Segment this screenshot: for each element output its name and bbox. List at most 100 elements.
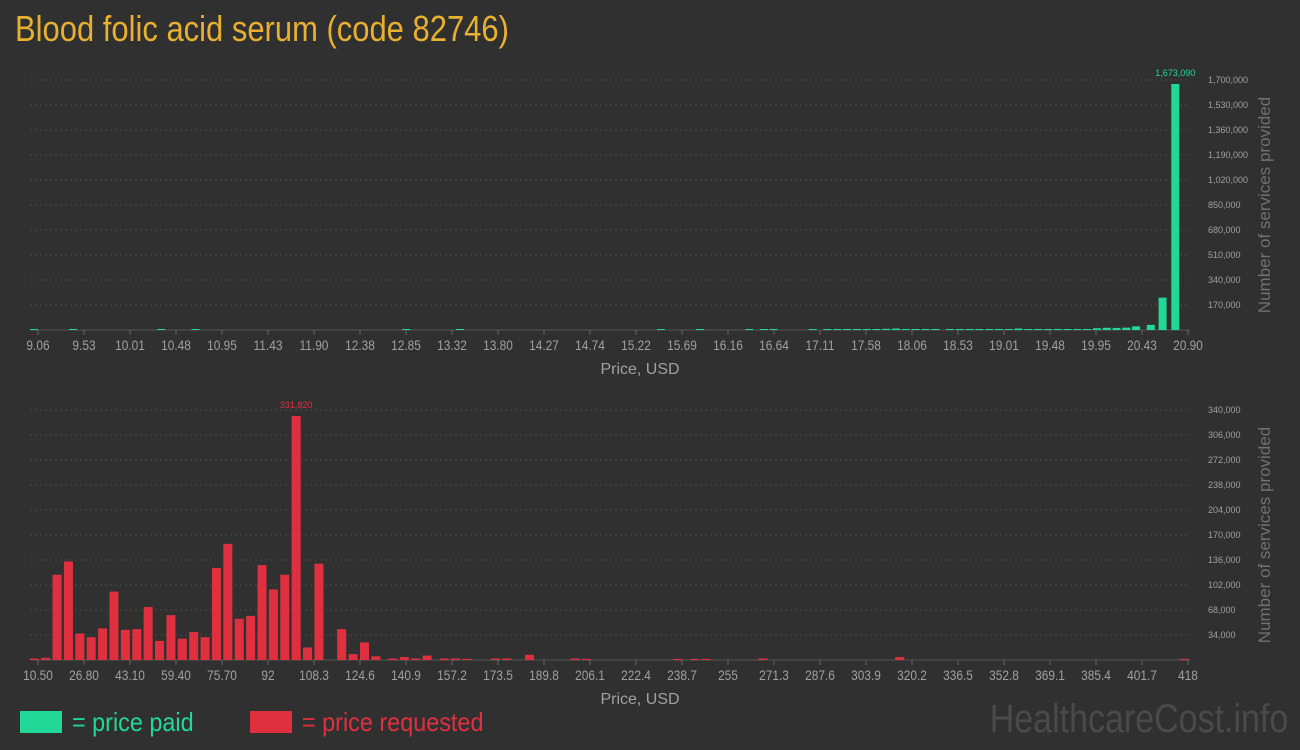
bar xyxy=(189,632,199,660)
bar xyxy=(673,658,683,660)
legend-requested-swatch xyxy=(250,711,292,733)
bar xyxy=(223,543,233,660)
bar xyxy=(1043,329,1052,330)
bar xyxy=(872,329,881,330)
legend-requested-label: = price requested xyxy=(302,706,484,737)
x-tick-label: 17.58 xyxy=(851,337,881,353)
bar xyxy=(1122,327,1131,330)
bar xyxy=(1112,327,1121,330)
bar xyxy=(29,329,38,330)
bar xyxy=(1132,326,1141,330)
bar xyxy=(1053,329,1062,330)
bar xyxy=(399,657,409,660)
bar xyxy=(257,565,267,660)
peak-value-label: 1,673,090 xyxy=(1155,68,1195,78)
x-tick-label: 157.2 xyxy=(437,667,467,683)
x-tick-label: 206.1 xyxy=(575,667,605,683)
bar xyxy=(166,615,176,660)
bar xyxy=(41,657,51,660)
x-tick-label: 14.74 xyxy=(575,337,605,353)
y-tick-label: 272,000 xyxy=(1208,455,1241,465)
bar xyxy=(371,656,381,660)
bar xyxy=(268,589,278,660)
bar xyxy=(808,329,817,330)
legend-requested: = price requested xyxy=(250,705,504,739)
x-tick-label: 75.70 xyxy=(207,667,237,683)
x-tick-label: 10.95 xyxy=(207,337,237,353)
bar xyxy=(975,329,984,330)
page-title: Blood folic acid serum (code 82746) xyxy=(15,8,509,49)
y-tick-label: 102,000 xyxy=(1208,580,1241,590)
bar xyxy=(985,329,994,330)
x-tick-label: 43.10 xyxy=(115,667,145,683)
y-tick-label: 680,000 xyxy=(1208,225,1241,235)
bar xyxy=(155,640,165,660)
bar xyxy=(234,618,244,660)
bar xyxy=(462,658,472,660)
bar xyxy=(86,637,96,660)
x-tick-label: 140.9 xyxy=(391,667,421,683)
bar xyxy=(895,657,905,660)
bar xyxy=(701,658,711,660)
x-tick-label: 20.43 xyxy=(1127,337,1157,353)
y-tick-label: 1,360,000 xyxy=(1208,125,1248,135)
x-tick-label: 18.06 xyxy=(897,337,927,353)
bar xyxy=(109,591,119,660)
x-tick-label: 255 xyxy=(718,667,738,683)
x-tick-label: 26.80 xyxy=(69,667,99,683)
y-tick-label: 68,000 xyxy=(1208,605,1236,615)
y-tick-label: 204,000 xyxy=(1208,505,1241,515)
bar xyxy=(314,563,324,660)
bar xyxy=(157,329,166,330)
bar xyxy=(1063,329,1072,330)
x-tick-label: 16.16 xyxy=(713,337,743,353)
bar xyxy=(843,329,852,330)
bar xyxy=(451,658,461,660)
bar xyxy=(456,329,465,330)
peak-value-label: 331,820 xyxy=(280,400,313,410)
bar xyxy=(143,607,153,660)
price-paid-chart: 170,000 340,000 510,000 680,000 850,000 1,020… xyxy=(26,68,1274,378)
x-tick-label: 12.38 xyxy=(345,337,375,353)
x-tick-label: 20.90 xyxy=(1173,337,1203,353)
bar xyxy=(945,329,954,330)
y-tick-label: 306,000 xyxy=(1208,430,1241,440)
x-tick-label: 369.1 xyxy=(1035,667,1065,683)
x-tick-label: 14.27 xyxy=(529,337,559,353)
x-tick-label: 303.9 xyxy=(851,667,881,683)
x-tick-label: 9.06 xyxy=(26,337,49,353)
x-tick-label: 401.7 xyxy=(1127,667,1157,683)
bar xyxy=(120,629,130,660)
x-tick-label: 11.90 xyxy=(300,337,329,353)
bar xyxy=(29,658,39,660)
bar xyxy=(63,561,73,660)
bar xyxy=(769,329,778,330)
x-tick-label: 10.50 xyxy=(23,667,53,683)
bar xyxy=(191,329,200,330)
bar xyxy=(490,658,500,660)
x-tick-label: 19.48 xyxy=(1035,337,1065,353)
bar xyxy=(862,329,871,330)
bar xyxy=(911,329,920,330)
legend-paid-label: = price paid xyxy=(72,706,194,737)
bar xyxy=(348,654,358,660)
bar xyxy=(337,629,347,660)
bar xyxy=(1004,329,1013,330)
bar xyxy=(502,658,512,660)
bar xyxy=(1171,83,1180,330)
bar xyxy=(246,615,256,660)
bar xyxy=(852,329,861,330)
x-tick-label: 17.11 xyxy=(806,337,835,353)
bar xyxy=(1102,327,1111,330)
x-tick-label: 238.7 xyxy=(667,667,697,683)
bar xyxy=(690,658,700,660)
bar xyxy=(52,574,62,660)
y-tick-label: 340,000 xyxy=(1208,405,1241,415)
x-tick-label: 336.5 xyxy=(943,667,973,683)
x-tick-label: 19.95 xyxy=(1081,337,1111,353)
y-tick-label: 850,000 xyxy=(1208,200,1241,210)
bar xyxy=(132,629,142,660)
bar xyxy=(1179,658,1189,660)
bar xyxy=(422,655,432,660)
x-axis-label: Price, USD xyxy=(600,361,679,378)
